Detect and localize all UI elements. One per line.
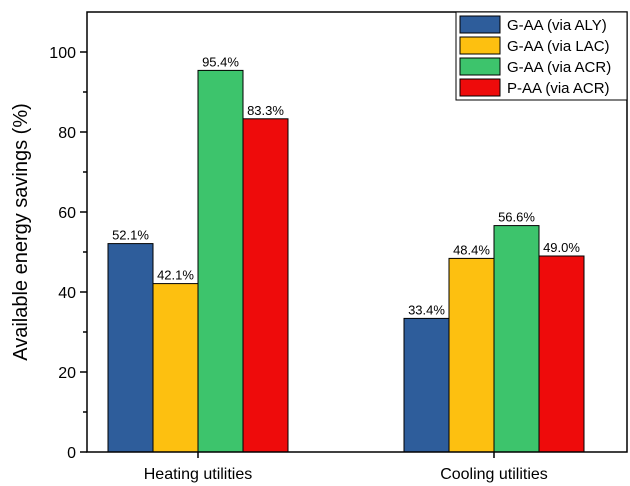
data-label: 83.3%: [247, 103, 284, 118]
bar-g-aa-via-lac-heating-utilities: [152, 283, 199, 453]
bar-p-aa-via-acr-cooling-utilities: [538, 255, 585, 453]
legend-swatch-g-aa-via-acr: [459, 57, 501, 76]
axes-layer: [86, 11, 628, 453]
bar-g-aa-via-acr-heating-utilities: [197, 69, 244, 453]
y-tick-label: 40: [58, 285, 76, 302]
bar-g-aa-via-aly-cooling-utilities: [403, 317, 450, 453]
bar-g-aa-via-acr-cooling-utilities: [493, 225, 540, 453]
data-label: 33.4%: [408, 302, 445, 317]
y-tick-label: 20: [58, 365, 76, 382]
y-tick-label: 60: [58, 205, 76, 222]
legend-swatch-g-aa-via-lac: [459, 36, 501, 55]
bar-p-aa-via-acr-heating-utilities: [242, 118, 289, 453]
legend: G-AA (via ALY) G-AA (via LAC) G-AA (via AC…: [455, 11, 628, 101]
data-label: 48.4%: [453, 242, 490, 257]
legend-label-g-aa-via-aly: G-AA (via ALY): [507, 17, 607, 34]
y-tick-label: 0: [67, 445, 76, 462]
data-label: 52.1%: [112, 228, 149, 243]
legend-swatch-p-aa-via-acr: [459, 78, 501, 97]
x-category-label: Cooling utilities: [440, 466, 548, 483]
bar-g-aa-via-lac-cooling-utilities: [448, 257, 495, 453]
y-axis-label: Available energy savings (%): [10, 103, 32, 361]
legend-swatch-g-aa-via-aly: [459, 15, 501, 34]
data-label: 95.4%: [202, 54, 239, 69]
legend-label-p-aa-via-acr: P-AA (via ACR): [507, 80, 610, 97]
data-label: 49.0%: [543, 240, 580, 255]
legend-label-g-aa-via-acr: G-AA (via ACR): [507, 59, 611, 76]
y-tick-label: 100: [49, 45, 76, 62]
x-category-label: Heating utilities: [144, 466, 253, 483]
legend-label-g-aa-via-lac: G-AA (via LAC): [507, 38, 610, 55]
data-label: 42.1%: [157, 268, 194, 283]
x-axis-ticks: Heating utilities Cooling utilities: [144, 452, 548, 483]
data-label: 56.6%: [498, 210, 535, 225]
y-axis-ticks: 0 20 40 60 80 100: [49, 45, 87, 462]
bar-g-aa-via-aly-heating-utilities: [107, 243, 154, 453]
data-labels-layer: 52.1% 42.1% 95.4% 83.3% 33.4% 48.4% 56.6% 49.0%: [112, 54, 580, 317]
plot-frame: [86, 11, 628, 453]
y-tick-label: 80: [58, 125, 76, 142]
bars-layer: [107, 69, 585, 453]
